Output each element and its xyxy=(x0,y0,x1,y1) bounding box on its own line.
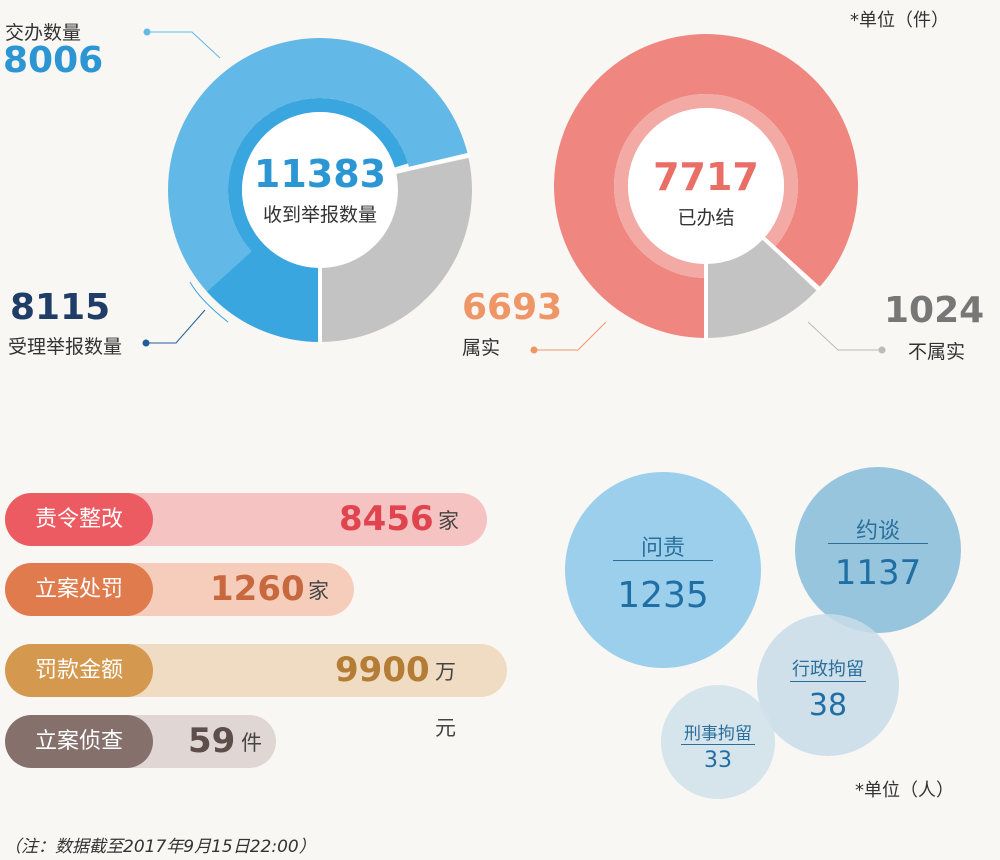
bubble-label: 行政拘留 xyxy=(792,659,864,680)
leader-lines xyxy=(142,28,886,354)
assigned-label: 交办数量 xyxy=(5,22,82,44)
bubble-divider xyxy=(613,560,713,561)
bar-unit-label: 万元 xyxy=(435,660,456,740)
donut-charts xyxy=(142,28,886,354)
assigned-value: 8006 xyxy=(3,40,104,81)
donut-center xyxy=(628,108,784,264)
bar-value-label: 8456 xyxy=(339,499,434,539)
donut-center xyxy=(242,112,398,268)
bubble: 问责 1235 xyxy=(565,472,761,668)
concluded-label: 已办结 xyxy=(677,207,735,229)
bar-category-label: 罚款金额 xyxy=(5,644,153,697)
bar-unit-label: 家 xyxy=(308,579,329,603)
bubble: 行政拘留 38 xyxy=(757,614,899,756)
bubble-divider xyxy=(828,543,928,544)
bubble-label: 问责 xyxy=(640,536,685,561)
bubble-value: 33 xyxy=(704,748,732,773)
slice-remaining xyxy=(320,157,472,342)
false-label: 不属实 xyxy=(908,341,966,363)
true-value: 6693 xyxy=(462,287,563,328)
unit-note-bottom: *单位（人） xyxy=(855,780,954,801)
bar-category-label: 责令整改 xyxy=(5,493,153,546)
concluded-value: 7717 xyxy=(653,155,759,199)
bubble-label: 刑事拘留 xyxy=(684,724,752,744)
bubble-value: 38 xyxy=(808,688,848,723)
slice-false xyxy=(706,234,817,338)
footnote: （注：数据截至2017年9月15日22:00） xyxy=(4,837,316,857)
bubble-label: 约谈 xyxy=(855,519,900,544)
bar-unit-label: 件 xyxy=(241,731,262,755)
bubble-divider xyxy=(790,681,866,682)
bar-value-label: 9900 xyxy=(335,650,430,690)
bubble-value: 1137 xyxy=(834,553,922,593)
bar-category-label: 立案处罚 xyxy=(5,563,153,616)
total-received-label: 收到举报数量 xyxy=(262,204,377,226)
bar-category-label: 立案侦查 xyxy=(5,715,153,768)
accepted-value: 8115 xyxy=(10,287,111,328)
total-received-value: 11383 xyxy=(253,152,387,196)
slice-accepted-highlight xyxy=(207,242,320,342)
bubble: 刑事拘留 33 xyxy=(661,685,775,799)
bubble: 约谈 1137 xyxy=(795,467,961,633)
bubble-value: 1235 xyxy=(617,575,709,616)
bar-value-label: 1260 xyxy=(210,569,305,609)
accepted-label: 受理举报数量 xyxy=(8,336,123,358)
donut-concluded xyxy=(553,34,858,340)
bubble-divider xyxy=(681,744,755,745)
slice-true xyxy=(553,34,858,339)
unit-note-top: *单位（件） xyxy=(850,10,949,31)
donut-received-reports xyxy=(167,38,472,344)
true-label: 属实 xyxy=(462,337,501,359)
false-value: 1024 xyxy=(884,290,985,331)
bar-unit-label: 家 xyxy=(438,509,459,533)
bar-value-label: 59 xyxy=(188,721,236,761)
